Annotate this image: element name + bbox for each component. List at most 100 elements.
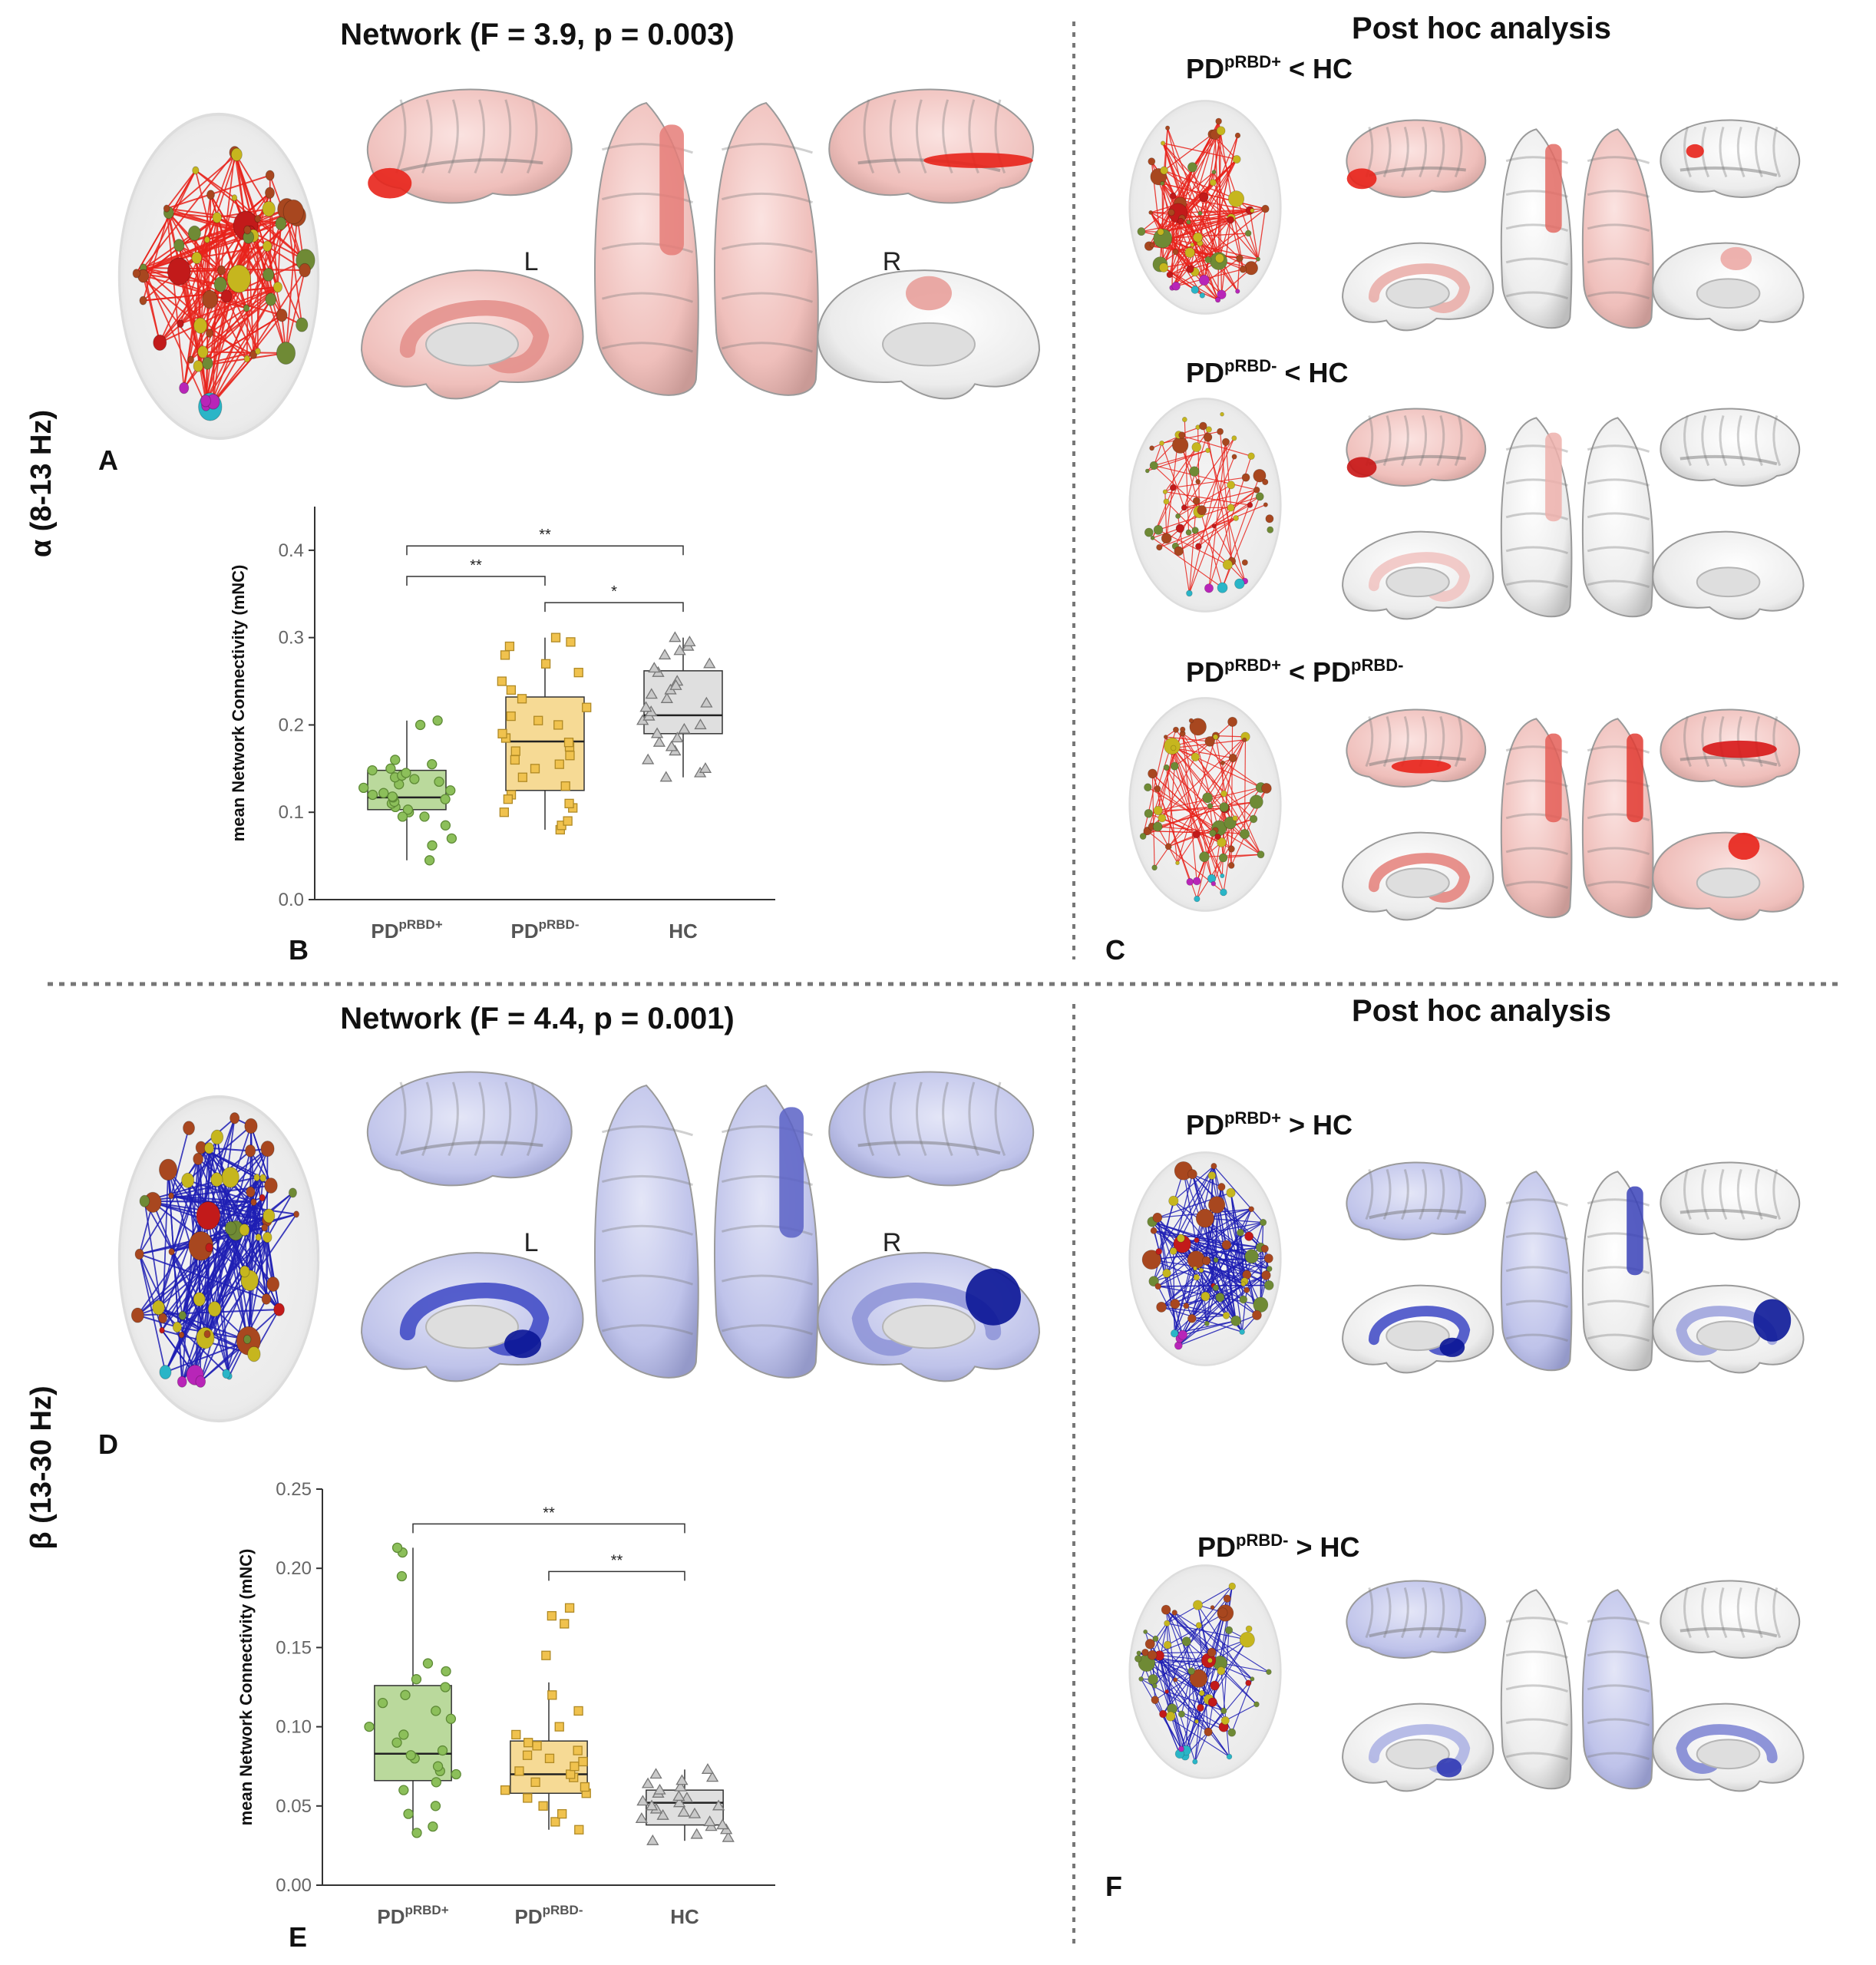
network-node	[244, 1118, 258, 1134]
network-edge	[1167, 127, 1220, 262]
y-axis-label: mean Network Connectivity (mNC)	[236, 1549, 256, 1826]
network-node	[1201, 1256, 1211, 1266]
sulcus-line	[1587, 444, 1650, 453]
network-edge	[1223, 854, 1261, 859]
network-node	[1231, 435, 1237, 441]
sulcus-line	[1719, 415, 1728, 467]
lateral-brain-view	[1346, 1580, 1487, 1659]
sulcus-line	[721, 292, 813, 303]
network-edge	[1221, 496, 1260, 588]
network-node	[1168, 209, 1175, 216]
network-edge	[1153, 1267, 1196, 1282]
comparison-label: PDpRBD- > HC	[1197, 1531, 1359, 1563]
data-point	[385, 763, 396, 774]
network-edge	[1142, 736, 1167, 837]
data-point	[523, 1793, 533, 1803]
network-edge	[193, 233, 211, 300]
network-edge	[1151, 773, 1155, 868]
significance-bracket	[406, 576, 546, 586]
network-node	[1216, 126, 1226, 136]
right-hemisphere	[1581, 1589, 1654, 1790]
network-node	[1172, 249, 1179, 256]
network-node	[1233, 515, 1239, 521]
sulcus-line	[1772, 127, 1782, 178]
data-point	[530, 764, 540, 774]
network-edge	[1163, 267, 1196, 291]
data-point	[573, 1706, 583, 1716]
cortex-surface	[828, 88, 1035, 204]
data-point	[432, 715, 443, 726]
sylvian-fissure	[1679, 755, 1778, 767]
sulcus-line	[1505, 1684, 1568, 1693]
sulcus-line	[1587, 1650, 1650, 1659]
sulcus-line	[1683, 127, 1692, 178]
data-point	[563, 816, 573, 826]
network-edge	[266, 1237, 280, 1310]
corpus-callosum	[1386, 1739, 1450, 1770]
network-node	[1239, 265, 1247, 273]
data-point	[377, 1697, 388, 1709]
network-node	[1223, 1594, 1231, 1603]
network-edge	[1185, 1257, 1270, 1306]
network-node	[245, 1144, 256, 1158]
hemisphere-left-label: L	[524, 1228, 539, 1257]
network-graph	[1128, 100, 1282, 315]
data-point	[445, 1713, 457, 1724]
network-node	[1164, 1620, 1171, 1626]
network-node	[1170, 761, 1179, 771]
network-edge	[1213, 1165, 1264, 1224]
network-node	[1198, 1267, 1204, 1273]
sulcus-line	[1382, 127, 1392, 178]
network-node	[1165, 125, 1171, 130]
network-node	[272, 281, 283, 293]
network-node	[1222, 1312, 1230, 1319]
sulcus-line	[1683, 716, 1692, 768]
network-node	[1261, 783, 1272, 794]
network-edge	[1147, 450, 1208, 472]
network-node	[1217, 1607, 1228, 1618]
significance-label: **	[543, 1504, 555, 1521]
sulcus-line	[1382, 415, 1392, 467]
network-node	[1260, 1218, 1267, 1227]
data-point	[497, 676, 507, 686]
sulcus-line	[1382, 1587, 1392, 1639]
network-edge	[167, 1169, 230, 1377]
network-node	[1199, 851, 1210, 863]
network-node	[1149, 445, 1154, 451]
network-edge	[1161, 431, 1220, 444]
data-point	[570, 1762, 580, 1772]
network-node	[1265, 514, 1274, 523]
data-point	[672, 1790, 685, 1802]
sulcus-line	[1587, 1300, 1650, 1309]
sulcus-line	[1587, 847, 1650, 856]
data-point	[700, 696, 713, 708]
network-node	[1224, 1626, 1234, 1635]
sulcus-line	[1382, 1169, 1392, 1220]
box	[643, 670, 723, 735]
panel-letter: E	[289, 1921, 307, 1953]
data-point	[566, 637, 576, 647]
network-node	[1257, 850, 1265, 859]
network-edge	[1196, 739, 1245, 835]
network-edge	[1154, 1612, 1175, 1640]
medial-brain-view	[360, 269, 584, 400]
data-point	[703, 657, 716, 669]
network-edge	[204, 1118, 236, 1339]
network-node	[1217, 428, 1224, 435]
network-node	[1163, 735, 1168, 739]
network-node	[1183, 1303, 1190, 1309]
data-point	[665, 740, 679, 751]
network-node	[1152, 1635, 1159, 1642]
network-edge	[170, 1194, 269, 1217]
network-node	[1214, 833, 1221, 840]
network-node	[1261, 204, 1270, 213]
network-edge	[1162, 1613, 1226, 1715]
network-node	[1220, 760, 1225, 766]
data-point	[690, 1828, 703, 1839]
boxplot-beta: 0.00 0.05 0.10 0.15 0.20 0.25 mean Network Con…	[236, 1479, 775, 1928]
sulcus-line	[1736, 415, 1746, 467]
network-edge	[1174, 1270, 1202, 1334]
data-point	[530, 1777, 540, 1787]
network-node	[178, 1331, 185, 1339]
network-edge	[1152, 447, 1197, 539]
